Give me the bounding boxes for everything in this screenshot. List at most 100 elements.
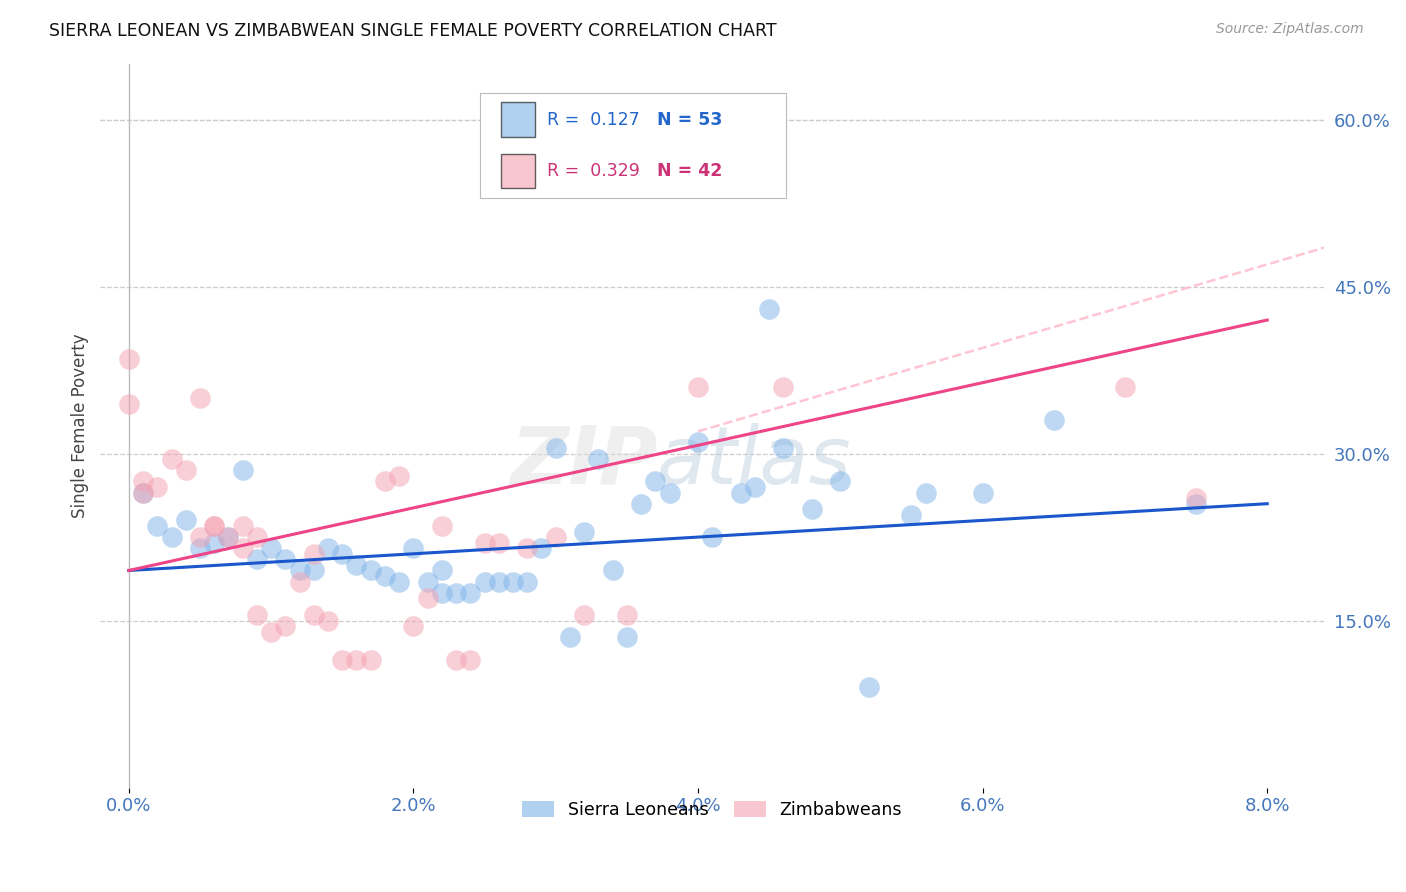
Point — [232, 541, 254, 556]
Text: N = 42: N = 42 — [657, 162, 723, 180]
Point — [616, 630, 638, 644]
Point — [858, 681, 880, 695]
Point — [686, 380, 709, 394]
Point — [260, 624, 283, 639]
Text: Source: ZipAtlas.com: Source: ZipAtlas.com — [1216, 22, 1364, 37]
Point — [202, 519, 225, 533]
Point — [118, 396, 141, 410]
Point — [402, 619, 425, 633]
Point — [686, 435, 709, 450]
Point — [758, 301, 780, 316]
Point — [630, 497, 652, 511]
Point — [1185, 497, 1208, 511]
Point — [330, 652, 353, 666]
Point — [346, 558, 368, 572]
Point — [474, 574, 496, 589]
FancyBboxPatch shape — [501, 153, 534, 188]
FancyBboxPatch shape — [501, 103, 534, 137]
Point — [274, 619, 297, 633]
Point — [188, 391, 211, 405]
Text: R =  0.127: R = 0.127 — [547, 111, 640, 128]
Point — [374, 475, 396, 489]
Point — [132, 485, 155, 500]
Point — [644, 475, 666, 489]
Point — [588, 452, 610, 467]
Point — [444, 586, 467, 600]
Text: R =  0.329: R = 0.329 — [547, 162, 640, 180]
Point — [572, 607, 595, 622]
Point — [388, 468, 411, 483]
Point — [474, 535, 496, 549]
Point — [900, 508, 922, 522]
Point — [772, 441, 794, 455]
Point — [430, 564, 453, 578]
Point — [430, 586, 453, 600]
Legend: Sierra Leoneans, Zimbabweans: Sierra Leoneans, Zimbabweans — [516, 794, 910, 826]
Point — [544, 530, 567, 544]
Point — [830, 475, 852, 489]
Point — [460, 586, 482, 600]
Text: ZIP: ZIP — [510, 423, 657, 501]
Point — [316, 541, 339, 556]
Point — [572, 524, 595, 539]
Point — [488, 574, 510, 589]
Text: SIERRA LEONEAN VS ZIMBABWEAN SINGLE FEMALE POVERTY CORRELATION CHART: SIERRA LEONEAN VS ZIMBABWEAN SINGLE FEMA… — [49, 22, 778, 40]
Text: atlas: atlas — [657, 423, 852, 501]
Point — [118, 351, 141, 366]
Point — [502, 574, 524, 589]
Point — [246, 552, 269, 566]
Point — [416, 591, 439, 606]
Point — [188, 541, 211, 556]
Point — [217, 530, 239, 544]
Point — [544, 441, 567, 455]
Point — [460, 652, 482, 666]
Point — [914, 485, 936, 500]
Point — [302, 564, 325, 578]
Point — [360, 564, 382, 578]
Point — [132, 475, 155, 489]
Point — [330, 547, 353, 561]
Point — [744, 480, 766, 494]
Point — [202, 519, 225, 533]
FancyBboxPatch shape — [479, 93, 786, 198]
Point — [800, 502, 823, 516]
Point — [1185, 491, 1208, 505]
Point — [174, 463, 197, 477]
Point — [146, 480, 169, 494]
Point — [772, 380, 794, 394]
Point — [558, 630, 581, 644]
Point — [288, 574, 311, 589]
Point — [444, 652, 467, 666]
Point — [274, 552, 297, 566]
Point — [246, 607, 269, 622]
Point — [402, 541, 425, 556]
Text: N = 53: N = 53 — [657, 111, 723, 128]
Y-axis label: Single Female Poverty: Single Female Poverty — [72, 334, 89, 518]
Point — [702, 530, 724, 544]
Point — [302, 607, 325, 622]
Point — [346, 652, 368, 666]
Point — [132, 485, 155, 500]
Point — [658, 485, 681, 500]
Point — [232, 463, 254, 477]
Point — [972, 485, 994, 500]
Point — [316, 614, 339, 628]
Point — [430, 519, 453, 533]
Point — [160, 530, 183, 544]
Point — [602, 564, 624, 578]
Point — [360, 652, 382, 666]
Point — [616, 607, 638, 622]
Point — [246, 530, 269, 544]
Point — [416, 574, 439, 589]
Point — [516, 541, 538, 556]
Point — [217, 530, 239, 544]
Point — [516, 574, 538, 589]
Point — [174, 513, 197, 527]
Point — [388, 574, 411, 589]
Point — [188, 530, 211, 544]
Point — [1042, 413, 1064, 427]
Point — [302, 547, 325, 561]
Point — [488, 535, 510, 549]
Point — [1114, 380, 1136, 394]
Point — [730, 485, 752, 500]
